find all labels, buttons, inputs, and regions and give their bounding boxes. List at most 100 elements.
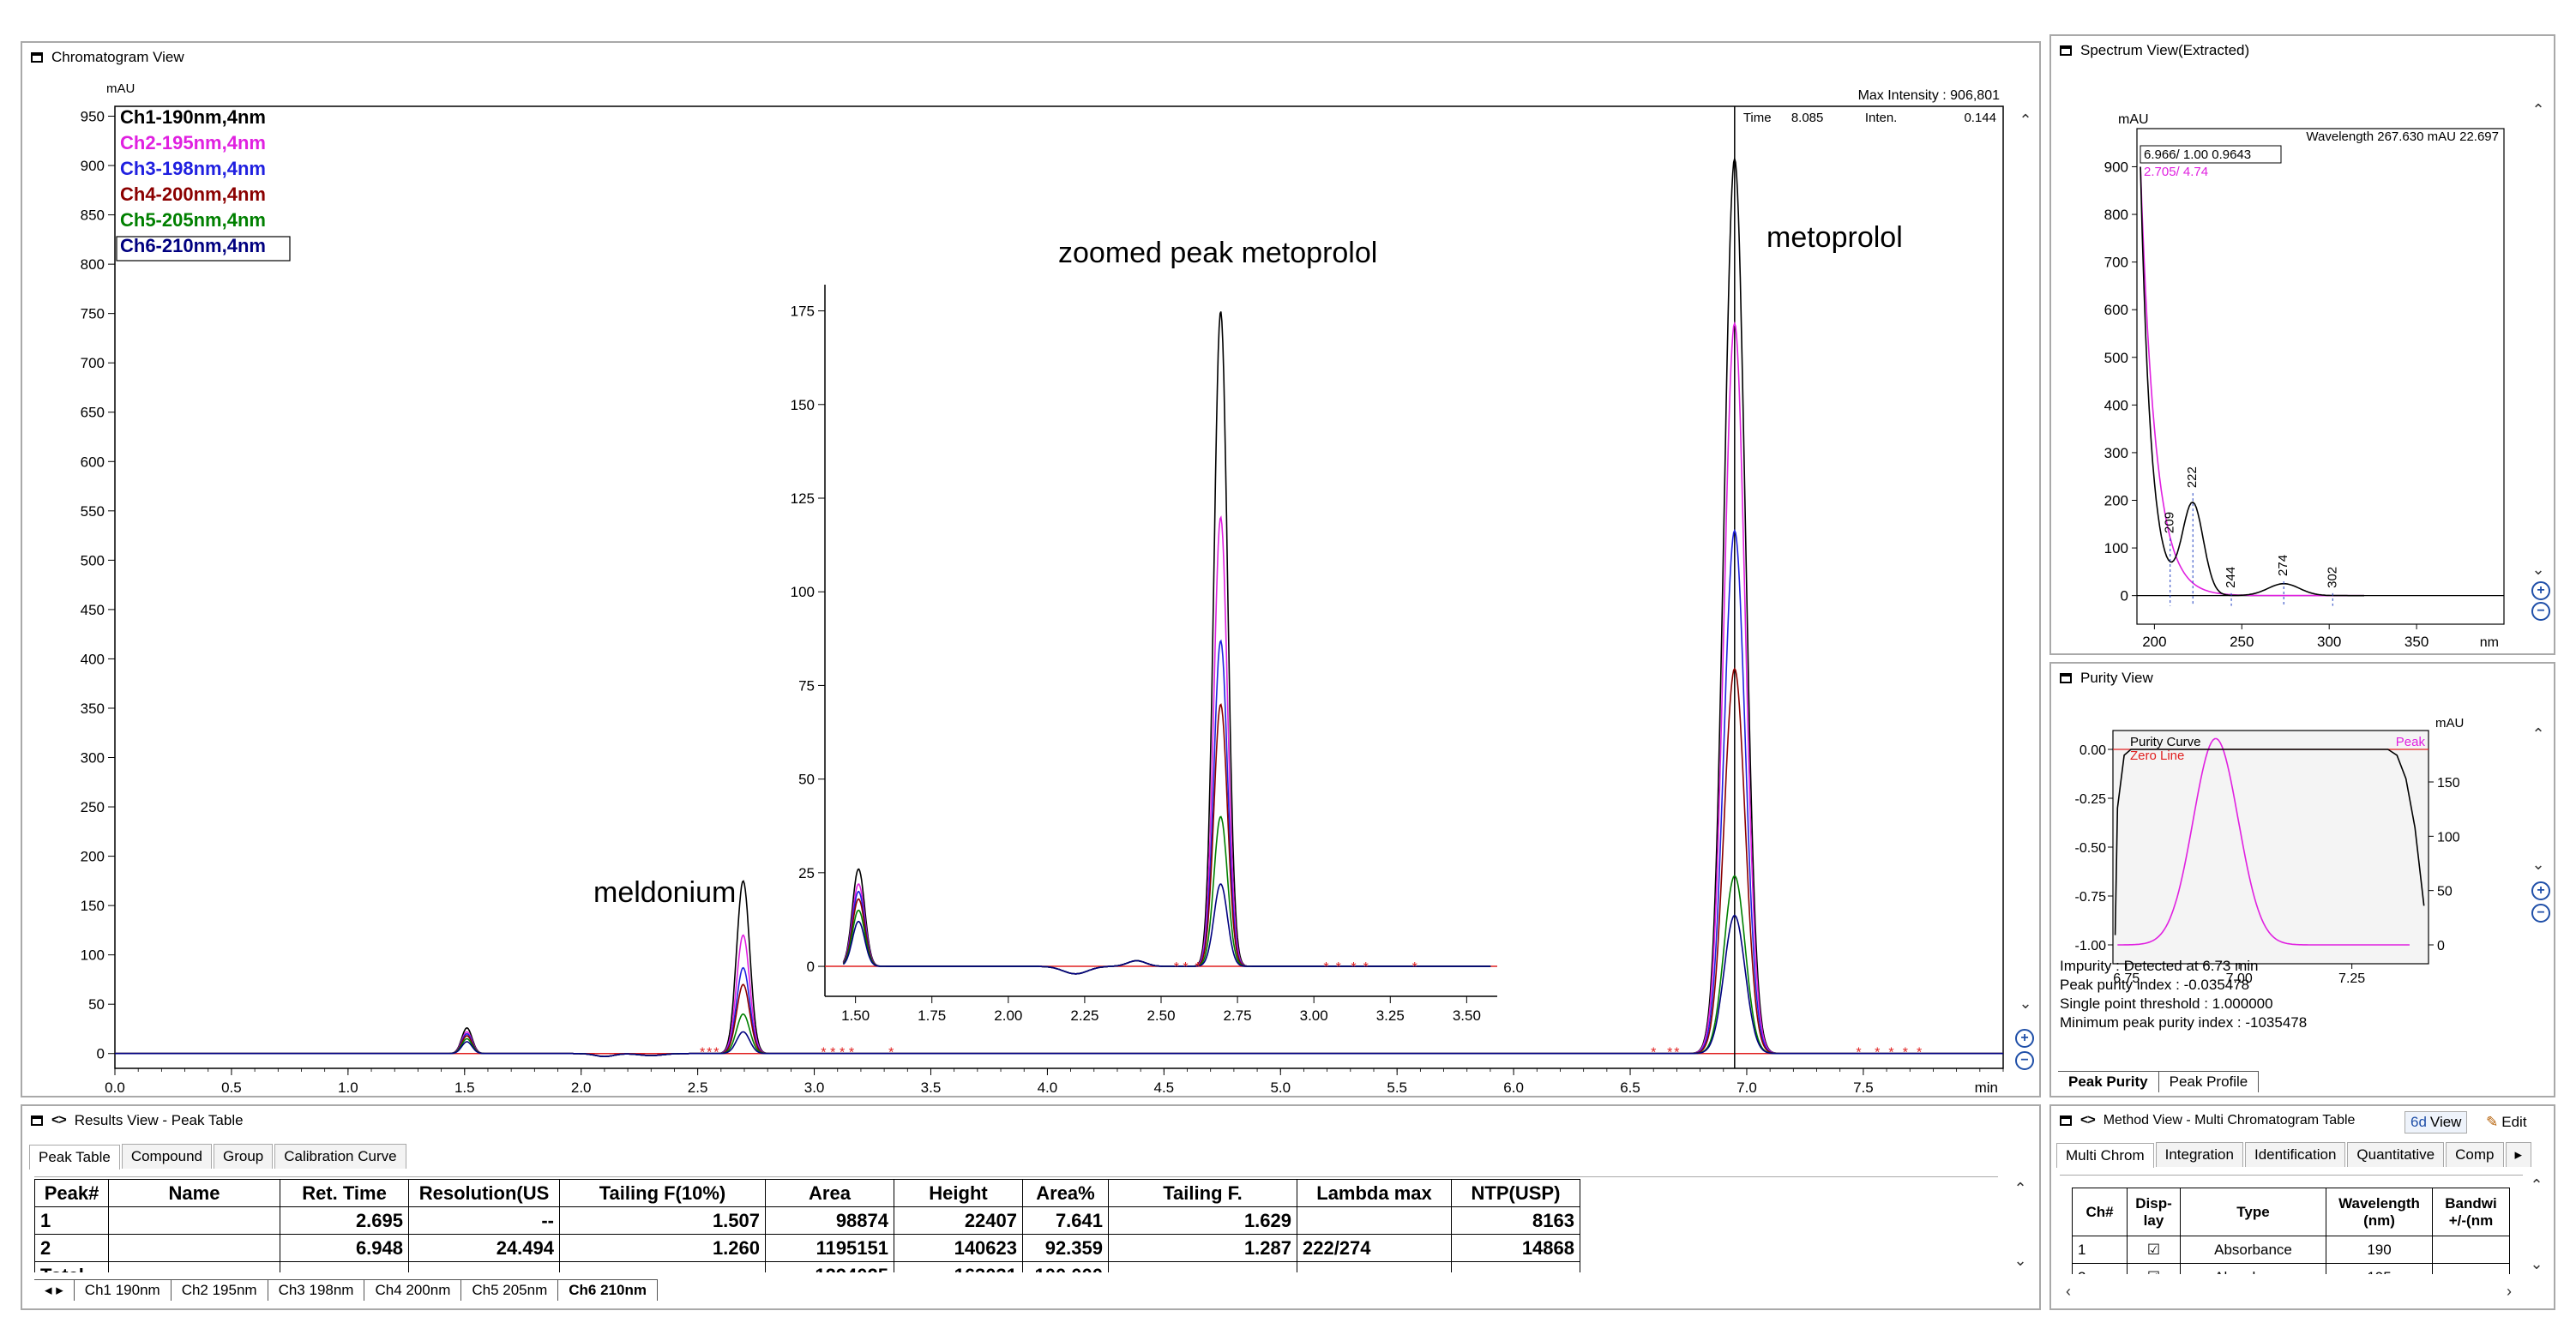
cell-ntp[interactable]: 14868 <box>1451 1234 1580 1262</box>
cell-lambda-max[interactable] <box>1297 1261 1452 1272</box>
cell-tailing-f[interactable]: 1.629 <box>1108 1206 1297 1235</box>
tab-identification[interactable]: Identification <box>2244 1142 2346 1167</box>
col-type[interactable]: Type <box>2180 1188 2326 1236</box>
cell-name[interactable] <box>108 1206 280 1235</box>
cell-display-checkbox[interactable]: ☑ <box>2127 1263 2181 1274</box>
scroll-down-icon[interactable]: ⌄ <box>2530 1255 2543 1272</box>
tab-compound[interactable]: Compound <box>121 1144 212 1169</box>
cell-type[interactable]: Absorbance <box>2180 1263 2326 1274</box>
col-area[interactable]: Area <box>765 1179 894 1207</box>
cell-area[interactable]: 1195151 <box>765 1234 894 1262</box>
cell-tailing-f[interactable] <box>1108 1261 1297 1272</box>
col-bandwidth[interactable]: Bandwi +/-(nm <box>2432 1188 2510 1236</box>
cell-ch[interactable]: 1 <box>2072 1236 2128 1264</box>
cell-ntp[interactable] <box>1451 1261 1580 1272</box>
cell-wavelength[interactable]: 195 <box>2326 1263 2433 1274</box>
cell-lambda-max[interactable]: 222/274 <box>1297 1234 1452 1262</box>
scroll-down-icon[interactable]: ⌄ <box>2013 1252 2027 1269</box>
table-row[interactable]: 2 6.948 24.494 1.260 1195151 140623 92.3… <box>34 1234 1580 1262</box>
cell-ch[interactable]: 2 <box>2072 1263 2128 1274</box>
cell-lambda-max[interactable] <box>1297 1206 1452 1235</box>
tab-calibration-curve[interactable]: Calibration Curve <box>274 1144 406 1169</box>
tab-ch3[interactable]: Ch3 198nm <box>268 1280 365 1301</box>
spectrum-plot[interactable]: mAU Wavelength 267.630 mAU 22.697 0 100 200 3… <box>2051 65 2554 653</box>
scroll-up-icon[interactable]: ⌃ <box>2530 1176 2543 1194</box>
zoom-out-icon[interactable]: − <box>2015 1051 2034 1070</box>
col-ret-time[interactable]: Ret. Time <box>280 1179 409 1207</box>
cell-area-pct[interactable]: 100.000 <box>1022 1261 1109 1272</box>
cell-bandwidth[interactable] <box>2432 1236 2510 1264</box>
table-row[interactable]: 1 2.695 -- 1.507 98874 22407 7.641 1.629… <box>34 1206 1580 1235</box>
scroll-up-icon[interactable]: ⌃ <box>2531 101 2545 118</box>
cell-tailing-10[interactable]: 1.507 <box>559 1206 766 1235</box>
table-row[interactable]: 1 ☑ Absorbance 190 <box>2072 1236 2510 1264</box>
purity-plot[interactable]: mAU 0.00 -0.25 -0.50 -0.75 -1.00 0 50 100 150 6.75… <box>2051 693 2554 984</box>
cell-area-pct[interactable]: 7.641 <box>1022 1206 1109 1235</box>
col-lambda-max[interactable]: Lambda max <box>1297 1179 1452 1207</box>
window-icon[interactable] <box>2060 673 2072 683</box>
scroll-down-icon[interactable]: ⌄ <box>2531 561 2545 578</box>
col-tailing-f[interactable]: Tailing F. <box>1108 1179 1297 1207</box>
cell-resolution[interactable]: -- <box>408 1206 560 1235</box>
scroll-up-icon[interactable]: ⌃ <box>2531 725 2545 743</box>
col-display[interactable]: Disp-lay <box>2127 1188 2181 1236</box>
cell-tailing-10[interactable] <box>559 1261 766 1272</box>
tab-ch6[interactable]: Ch6 210nm <box>558 1280 658 1301</box>
cell-tailing-10[interactable]: 1.260 <box>559 1234 766 1262</box>
cell-height[interactable]: 140623 <box>894 1234 1023 1262</box>
scroll-left-icon[interactable]: ‹ <box>2066 1283 2071 1300</box>
tab-comp[interactable]: Comp <box>2446 1142 2504 1167</box>
cell-area-pct[interactable]: 92.359 <box>1022 1234 1109 1262</box>
scroll-up-icon[interactable]: ⌃ <box>2019 111 2032 129</box>
window-icon[interactable] <box>2060 45 2072 56</box>
col-peak[interactable]: Peak# <box>34 1179 109 1207</box>
nav-arrows-icon[interactable]: <> <box>51 1113 67 1128</box>
zoom-out-icon[interactable]: − <box>2531 602 2550 621</box>
tab-ch2[interactable]: Ch2 195nm <box>172 1280 268 1301</box>
cell-resolution[interactable] <box>408 1261 560 1272</box>
chromatogram-plot[interactable]: mAU Max Intensity : 906,801 0 50 100 150 200 25… <box>22 72 2039 1096</box>
cell-ret-time[interactable] <box>280 1261 409 1272</box>
nav-arrows-icon[interactable]: <> <box>2080 1113 2096 1128</box>
tab-scroll-right-icon[interactable]: ▸ <box>2505 1142 2532 1167</box>
tab-peak-purity[interactable]: Peak Purity <box>2058 1072 2159 1092</box>
scroll-down-icon[interactable]: ⌄ <box>2019 995 2032 1012</box>
col-ch[interactable]: Ch# <box>2072 1188 2128 1236</box>
cell-name[interactable] <box>108 1261 280 1272</box>
tab-ch1[interactable]: Ch1 190nm <box>75 1280 172 1301</box>
cell-type[interactable]: Absorbance <box>2180 1236 2326 1264</box>
table-row[interactable]: 2 ☑ Absorbance 195 <box>2072 1263 2510 1274</box>
cell-ret-time[interactable]: 2.695 <box>280 1206 409 1235</box>
col-name[interactable]: Name <box>108 1179 280 1207</box>
col-area-pct[interactable]: Area% <box>1022 1179 1109 1207</box>
cell-area[interactable]: 98874 <box>765 1206 894 1235</box>
col-tailing-10[interactable]: Tailing F(10%) <box>559 1179 766 1207</box>
col-ntp[interactable]: NTP(USP) <box>1451 1179 1580 1207</box>
cell-height[interactable]: 22407 <box>894 1206 1023 1235</box>
scroll-up-icon[interactable]: ⌃ <box>2013 1180 2027 1197</box>
tab-peak-profile[interactable]: Peak Profile <box>2159 1072 2260 1092</box>
cell-ntp[interactable]: 8163 <box>1451 1206 1580 1235</box>
cell-peak[interactable]: 2 <box>34 1234 109 1262</box>
zoom-in-icon[interactable]: + <box>2531 581 2550 600</box>
window-icon[interactable] <box>31 1115 43 1126</box>
col-wavelength[interactable]: Wavelength (nm) <box>2326 1188 2433 1236</box>
edit-button[interactable]: ✎ Edit <box>2480 1111 2533 1134</box>
tab-multi-chrom[interactable]: Multi Chrom <box>2056 1143 2154 1168</box>
window-icon[interactable] <box>2060 1115 2072 1126</box>
cell-peak[interactable]: 1 <box>34 1206 109 1235</box>
zoom-in-icon[interactable]: + <box>2015 1029 2034 1048</box>
cell-height[interactable]: 163031 <box>894 1261 1023 1272</box>
zoom-out-icon[interactable]: − <box>2531 904 2550 923</box>
cell-peak[interactable]: Total <box>34 1261 109 1272</box>
tab-peak-table[interactable]: Peak Table <box>29 1145 120 1170</box>
cell-display-checkbox[interactable]: ☑ <box>2127 1236 2181 1264</box>
col-height[interactable]: Height <box>894 1179 1023 1207</box>
tab-integration[interactable]: Integration <box>2155 1142 2243 1167</box>
zoom-in-icon[interactable]: + <box>2531 881 2550 900</box>
scroll-right-icon[interactable]: › <box>2507 1283 2512 1300</box>
tab-ch4[interactable]: Ch4 200nm <box>364 1280 462 1301</box>
cell-wavelength[interactable]: 190 <box>2326 1236 2433 1264</box>
cell-bandwidth[interactable] <box>2432 1263 2510 1274</box>
tab-scroll-left[interactable]: ◂ ▸ <box>34 1280 75 1301</box>
